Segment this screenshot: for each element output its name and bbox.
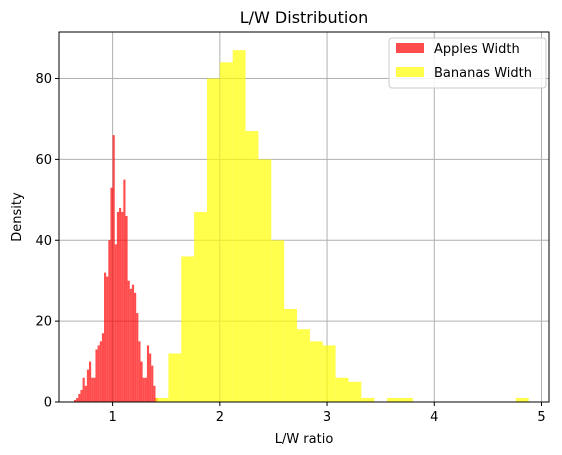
bar-apples [125, 215, 128, 402]
x-tick-label: 1 [108, 410, 116, 425]
bar-apples [76, 397, 79, 402]
bar-bananas [361, 397, 375, 402]
bar-bananas [399, 397, 413, 402]
x-tick-label: 3 [323, 410, 331, 425]
bar-apples [97, 345, 100, 402]
bar-bananas [219, 62, 233, 402]
legend-label-bananas: Bananas Width [434, 66, 532, 81]
legend: Apples Width Bananas Width [388, 37, 547, 89]
bar-bananas [155, 397, 169, 402]
bar-bananas [515, 397, 529, 402]
bar-bananas [322, 345, 336, 402]
bar-bananas [348, 381, 362, 402]
bar-apples [108, 240, 111, 402]
bar-apples [106, 276, 109, 402]
y-tick-label: 40 [35, 234, 52, 249]
bar-apples [136, 313, 139, 402]
bar-bananas [168, 353, 182, 402]
bar-apples [104, 272, 107, 402]
bar-apples [153, 385, 156, 402]
y-tick-label: 80 [35, 72, 52, 87]
bar-apples [112, 135, 115, 403]
bar-bananas [232, 50, 246, 403]
bar-apples [82, 377, 85, 402]
bar-apples [140, 361, 143, 402]
histogram-bars [74, 50, 529, 403]
bar-apples [101, 333, 105, 402]
y-axis-ticks: 0 20 40 60 80 [35, 72, 59, 411]
bar-bananas [387, 397, 400, 402]
bar-bananas [206, 78, 220, 402]
bar-apples [149, 353, 152, 402]
legend-swatch-apples [396, 43, 424, 53]
bar-apples [146, 345, 150, 402]
bar-apples [80, 389, 83, 402]
bar-apples [119, 207, 122, 402]
bar-apples [114, 244, 117, 402]
bar-bananas [245, 131, 259, 402]
bar-apples [129, 288, 132, 402]
bar-bananas [297, 329, 310, 402]
bar-apples [144, 377, 147, 402]
x-tick-label: 2 [216, 410, 224, 425]
bar-apples [93, 377, 96, 402]
legend-box [388, 37, 547, 89]
bar-apples [78, 393, 81, 402]
y-tick-label: 60 [35, 153, 52, 168]
bar-apples [84, 385, 87, 402]
bar-apples [86, 369, 90, 402]
bar-bananas [181, 256, 195, 402]
bar-apples [99, 341, 102, 402]
chart-title: L/W Distribution [240, 8, 369, 27]
bar-apples [134, 292, 137, 402]
bar-bananas [335, 377, 349, 402]
bar-apples [123, 179, 126, 402]
bar-apples [89, 361, 92, 402]
y-tick-label: 20 [35, 315, 52, 330]
bar-bananas [309, 341, 323, 402]
bar-apples [142, 377, 145, 402]
bar-apples [95, 349, 98, 402]
bar-apples [138, 341, 141, 402]
bar-apples [151, 365, 154, 402]
bar-apples [121, 211, 124, 402]
bar-apples [127, 280, 130, 402]
bar-apples [131, 284, 135, 402]
x-tick-label: 4 [430, 410, 438, 425]
legend-swatch-bananas [396, 67, 424, 77]
plot-frame [58, 31, 550, 403]
bar-bananas [284, 308, 298, 402]
y-axis-label: Density [10, 192, 25, 242]
bar-bananas [258, 159, 272, 402]
y-tick-label: 0 [44, 396, 52, 411]
bar-apples [110, 187, 113, 402]
bar-apples [74, 399, 77, 402]
bar-apples [116, 211, 120, 402]
legend-label-apples: Apples Width [434, 42, 520, 57]
bar-apples [91, 377, 94, 402]
x-axis-label: L/W ratio [275, 432, 334, 447]
bar-bananas [271, 240, 285, 402]
x-axis-ticks: 1 2 3 4 5 [108, 402, 546, 425]
x-tick-label: 5 [537, 410, 545, 425]
bar-bananas [194, 211, 207, 402]
